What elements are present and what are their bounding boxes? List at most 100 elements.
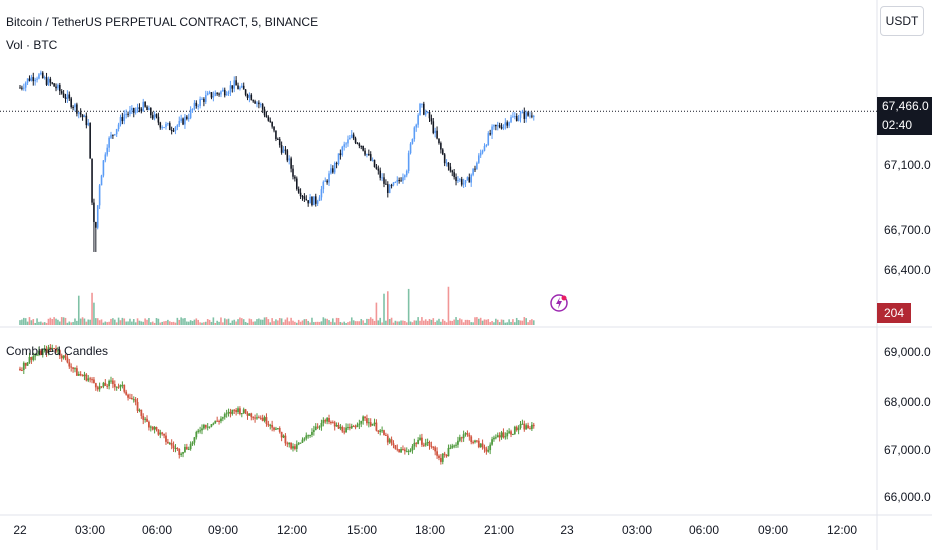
volume-bar — [284, 319, 287, 325]
volume-bar — [85, 321, 88, 325]
alert-bolt-icon[interactable] — [550, 294, 568, 312]
indicator-candle — [405, 451, 408, 453]
price-candle — [261, 104, 264, 110]
price-candle — [496, 125, 499, 127]
indicator-candle — [159, 432, 162, 435]
volume-bar — [204, 321, 207, 325]
volume-bar — [337, 317, 340, 325]
price-candle — [335, 163, 338, 165]
indicator-candle — [369, 422, 372, 426]
indicator-candle — [64, 355, 67, 358]
price-candle — [527, 112, 529, 116]
indicator-candle — [22, 362, 25, 371]
volume-bar — [360, 318, 363, 325]
price-candle — [483, 146, 486, 151]
volume-bar — [115, 322, 118, 325]
indicator-candle — [331, 422, 334, 424]
volume-bar — [129, 318, 131, 325]
price-candle — [38, 74, 40, 79]
indicator-candle — [485, 448, 488, 452]
price-candle — [417, 115, 419, 125]
volume-bar — [127, 321, 129, 325]
price-candle — [220, 91, 222, 95]
indicator-candle — [512, 434, 514, 436]
volume-bar — [241, 318, 243, 325]
price-candle — [168, 123, 171, 130]
indicator-candle — [333, 422, 336, 427]
indicator-candle — [500, 432, 503, 438]
volume-bar — [223, 318, 226, 325]
indicator-candle — [257, 417, 260, 419]
indicator-candle — [43, 348, 46, 351]
indicator-candle — [55, 348, 57, 352]
indicator-candle — [506, 432, 509, 437]
volume-bar — [532, 320, 535, 325]
price-candle — [314, 196, 317, 204]
volume-bar — [108, 321, 110, 325]
volume-bar — [341, 322, 344, 325]
indicator-candle — [409, 450, 412, 452]
price-candle — [330, 168, 332, 174]
price-candle — [301, 196, 304, 198]
indicator-candle — [457, 440, 459, 445]
indicator-candle — [225, 413, 228, 415]
indicator-candle — [246, 413, 249, 416]
price-candle — [282, 149, 285, 153]
indicator-candle — [449, 447, 452, 449]
volume-bar — [477, 318, 480, 325]
volume-bar — [106, 322, 109, 325]
indicator-candle — [252, 417, 255, 419]
volume-bar — [197, 319, 200, 325]
volume-bar — [432, 318, 435, 325]
price-candle — [203, 98, 205, 102]
indicator-candle — [231, 409, 234, 414]
volume-bar — [208, 319, 211, 325]
price-candle — [350, 134, 353, 138]
price-candle — [443, 154, 446, 164]
indicator-candle — [161, 432, 164, 434]
price-candle — [258, 102, 260, 105]
indicator-candle — [81, 375, 84, 377]
price-candle — [514, 116, 516, 118]
volume-legend[interactable]: Vol · BTC — [6, 38, 58, 52]
price-candle — [383, 177, 385, 184]
volume-bar — [235, 321, 237, 325]
indicator-candle — [197, 430, 200, 433]
volume-bar — [443, 320, 446, 325]
volume-bar — [40, 321, 42, 325]
price-candle — [121, 117, 124, 122]
price-candle — [252, 100, 254, 102]
price-candle — [32, 77, 35, 82]
volume-bar — [464, 319, 467, 325]
price-candle — [136, 107, 139, 111]
volume-bar — [419, 320, 421, 325]
price-candle — [394, 182, 397, 184]
volume-bar — [66, 322, 69, 325]
volume-bar — [250, 319, 253, 325]
volume-bar — [402, 320, 404, 325]
price-candle — [125, 113, 127, 115]
price-candle — [142, 101, 145, 112]
indicator-candle — [458, 437, 461, 441]
price-candle — [68, 94, 71, 99]
price-candle — [373, 159, 376, 168]
time-label: 12:00 — [826, 523, 858, 537]
price-candle — [529, 115, 531, 117]
volume-bar — [305, 319, 308, 325]
indicator-legend[interactable]: Combined Candles — [6, 344, 109, 358]
currency-button[interactable]: USDT — [880, 6, 924, 36]
price-candle — [324, 180, 327, 182]
indicator-candle — [519, 424, 522, 428]
price-tick: 66,400.0 — [884, 263, 931, 277]
price-candle — [407, 153, 410, 172]
price-candle — [419, 103, 421, 116]
volume-bar — [415, 320, 418, 325]
indicator-candle — [532, 424, 535, 427]
price-candle — [227, 91, 230, 95]
indicator-candle — [383, 430, 385, 435]
volume-bar — [151, 321, 154, 325]
indicator-candle — [155, 427, 158, 430]
symbol-title[interactable]: Bitcoin / TetherUS PERPETUAL CONTRACT, 5… — [6, 15, 319, 29]
price-tick: 67,100.0 — [884, 158, 931, 172]
